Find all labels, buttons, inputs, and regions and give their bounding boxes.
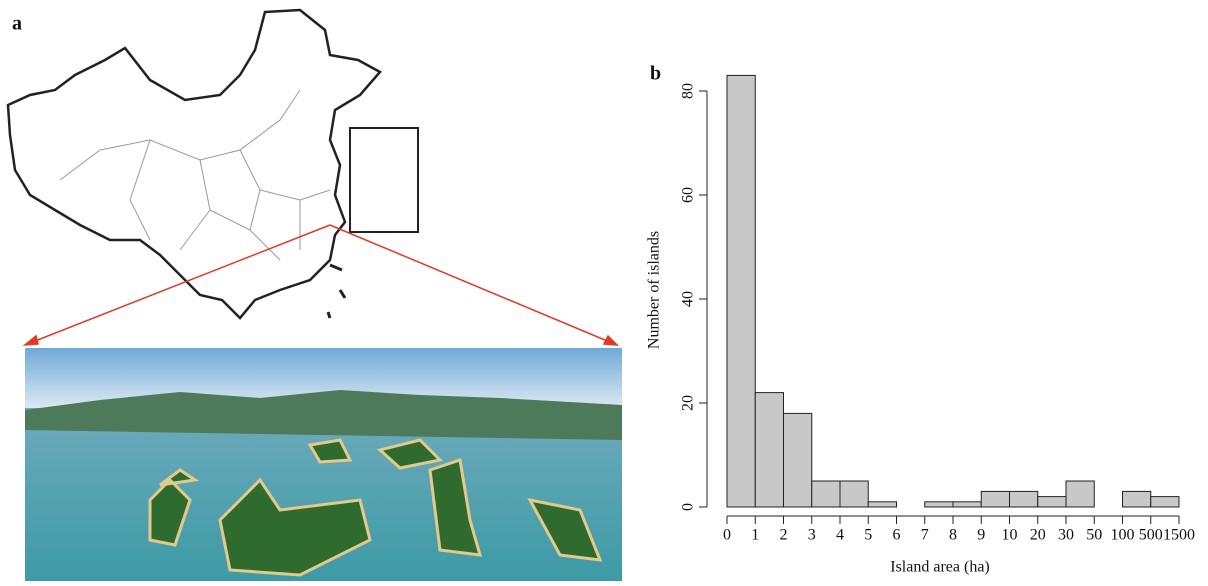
x-tick-label: 2 [780, 527, 788, 544]
map-panel: a [8, 10, 622, 581]
bar [953, 502, 981, 507]
bar [868, 502, 896, 507]
x-tick-label: 6 [893, 527, 901, 544]
bar [840, 481, 868, 507]
x-tick-label: 7 [921, 527, 929, 544]
x-tick-label: 5 [864, 527, 872, 544]
x-tick-label: 10 [1002, 527, 1018, 544]
x-tick-label: 1 [751, 527, 759, 544]
bar [1066, 481, 1094, 507]
panel-label: b [650, 63, 661, 85]
bar [727, 75, 755, 507]
bar [1123, 491, 1151, 507]
bar [812, 481, 840, 507]
bar [784, 413, 812, 507]
y-tick-label: 80 [680, 83, 697, 99]
inset-box [350, 128, 418, 232]
y-tick-label: 60 [680, 187, 697, 203]
y-axis-label: Number of islands [646, 231, 663, 349]
x-tick-label: 20 [1030, 527, 1046, 544]
x-tick-label: 4 [836, 527, 844, 544]
x-tick-label: 9 [977, 527, 985, 544]
bar [981, 491, 1009, 507]
x-tick-label: 3 [808, 527, 816, 544]
x-tick-label: 500 [1139, 527, 1163, 544]
x-tick-label: 100 [1111, 527, 1135, 544]
bar [1038, 497, 1066, 507]
bar [755, 393, 783, 507]
x-tick-label: 30 [1058, 527, 1074, 544]
x-axis-label: Island area (ha) [890, 559, 990, 576]
x-tick-label: 8 [949, 527, 957, 544]
y-tick-label: 20 [680, 395, 697, 411]
bar [1151, 497, 1179, 507]
bar [1010, 491, 1038, 507]
x-tick-label: 0 [723, 527, 731, 544]
x-tick-label: 50 [1086, 527, 1102, 544]
panel-label: a [12, 13, 22, 35]
x-tick-label: 1500 [1163, 527, 1195, 544]
y-tick-label: 40 [680, 291, 697, 307]
islands [328, 265, 345, 318]
y-tick-label: 0 [680, 503, 697, 511]
bar [925, 502, 953, 507]
figure: a b Island area (ha) Number of islands 0… [0, 0, 1208, 581]
country-outline [8, 10, 380, 318]
photo [25, 348, 622, 581]
